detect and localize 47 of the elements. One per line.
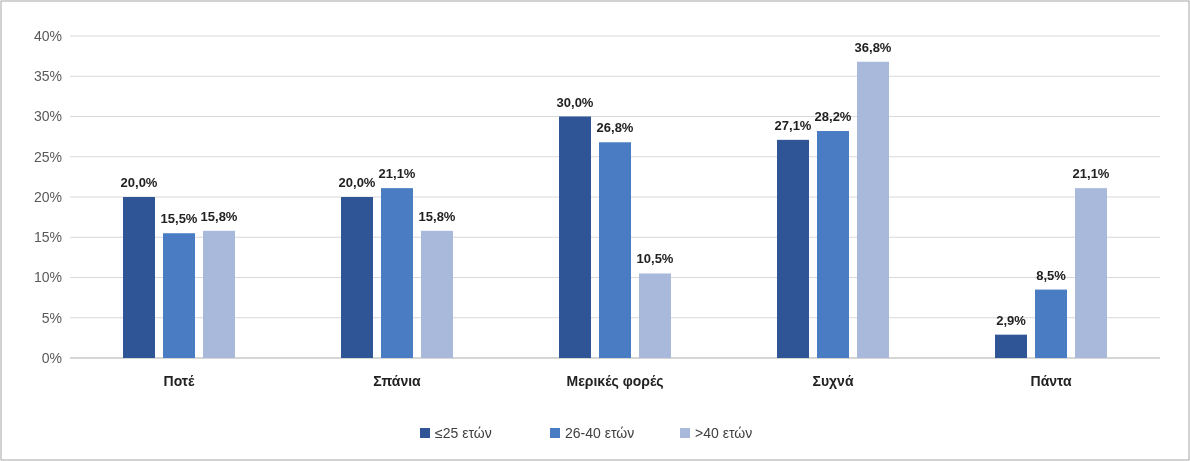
data-label: 2,9% (996, 312, 1027, 328)
data-label: 10,5% (636, 251, 674, 267)
x-tick-label: Συχνά (812, 373, 854, 389)
bar (421, 230, 453, 358)
data-label: 20,0% (120, 175, 158, 190)
data-label: 21,1% (1072, 166, 1110, 182)
data-label: 26,8% (596, 120, 634, 136)
y-tick-label: 10% (33, 269, 62, 286)
bar (381, 188, 413, 358)
data-label: 36,8% (854, 39, 892, 55)
x-tick-label: Μερικές φορές (566, 373, 664, 389)
data-label: 15,8% (418, 208, 456, 224)
bar (777, 139, 809, 358)
y-tick-label: 25% (33, 148, 62, 165)
bar (203, 230, 235, 358)
legend-label: 26-40 ετών (565, 424, 635, 441)
bar (599, 142, 631, 358)
x-tick-label: Σπάνια (373, 373, 422, 389)
bar (1035, 289, 1067, 358)
data-label: 30,0% (556, 94, 594, 110)
y-tick-label: 5% (41, 309, 62, 326)
data-label: 21,1% (378, 166, 416, 182)
bar (639, 273, 671, 358)
bar (163, 233, 195, 358)
data-label: 15,5% (160, 211, 198, 227)
data-label: 27,1% (774, 117, 812, 133)
bar (1075, 188, 1107, 358)
bar (123, 197, 155, 358)
bar (995, 334, 1027, 358)
x-tick-label: Ποτέ (163, 373, 196, 389)
data-label: 15,8% (200, 208, 238, 224)
x-tick-label: Πάντα (1030, 373, 1072, 389)
bar (857, 61, 889, 358)
y-tick-label: 0% (41, 349, 62, 366)
y-tick-label: 20% (33, 188, 62, 205)
data-label: 28,2% (814, 108, 852, 124)
y-tick-label: 35% (33, 68, 62, 85)
y-tick-label: 40% (33, 27, 62, 44)
bar (559, 116, 591, 358)
y-tick-label: 30% (33, 108, 62, 125)
data-label: 20,0% (338, 175, 376, 190)
bar (817, 130, 849, 358)
y-tick-label: 15% (33, 229, 62, 246)
legend-label: ≤25 ετών (435, 424, 492, 441)
bar (341, 197, 373, 358)
data-label: 8,5% (1036, 267, 1067, 283)
legend-label: >40 ετών (695, 424, 753, 441)
